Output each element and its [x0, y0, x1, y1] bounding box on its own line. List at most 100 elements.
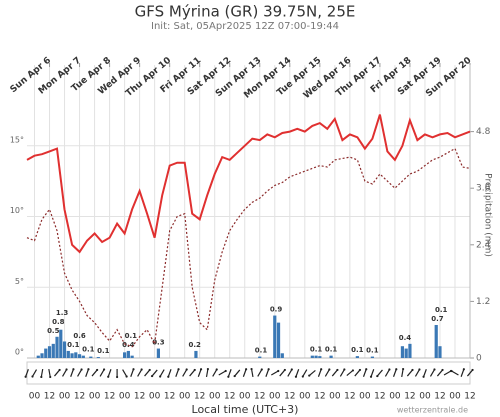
wind-arrow-head [471, 368, 474, 372]
precip-total-label: 0.4 [399, 334, 412, 342]
wind-arrow-head [125, 375, 128, 378]
precip-bar [51, 343, 55, 358]
precip-bar [77, 354, 82, 358]
wind-arrow [287, 369, 293, 377]
wind-arrow [197, 369, 202, 377]
wind-arrow [130, 369, 135, 377]
wind-arrow [25, 369, 29, 377]
wind-arrow [384, 369, 390, 377]
wind-arrow [279, 369, 286, 377]
y-tick-label: 15° [10, 135, 24, 144]
precip-total-label: 0.7 [431, 315, 444, 323]
wind-arrow [167, 369, 172, 377]
precip-total-label: 0.1 [255, 347, 268, 355]
precip-total-label: 0.1 [366, 347, 379, 355]
x-tick-label: 12 [134, 392, 145, 402]
wind-arrow-head [328, 368, 331, 371]
precip-bar [318, 356, 322, 358]
wind-arrow-head [343, 368, 346, 371]
wind-arrow [339, 369, 345, 377]
wind-arrow [70, 369, 74, 377]
precip-bar [156, 348, 160, 358]
wind-arrow-head [283, 368, 286, 372]
precip-total-label: 0.1 [125, 332, 138, 340]
wind-arrow-head [418, 368, 421, 371]
wind-arrow [406, 369, 413, 377]
y-tick-label: 10° [10, 206, 24, 215]
wind-arrow [99, 369, 105, 377]
wind-arrow-head [215, 368, 218, 371]
wind-arrow [205, 368, 209, 378]
wind-strip [26, 361, 471, 385]
x-tick-label: 00 [149, 392, 161, 402]
precip-bar [130, 355, 134, 358]
precip-bar [329, 355, 333, 358]
wind-arrow-head [301, 375, 304, 378]
wind-arrow [376, 369, 383, 377]
x-tick-label: 00 [89, 392, 101, 402]
wind-arrow-head [140, 368, 143, 371]
wind-arrow [182, 369, 188, 377]
precip-bar [126, 350, 130, 358]
precip-bar [96, 357, 100, 358]
precip-bar [404, 348, 408, 358]
wind-arrow-head [267, 368, 270, 371]
x-tick-label: 12 [254, 392, 265, 402]
wind-arrow [218, 370, 226, 376]
wind-arrow [54, 369, 61, 377]
wind-arrow [271, 370, 279, 376]
precip-bar [408, 343, 412, 358]
wind-arrow-head [40, 375, 43, 379]
wind-arrow-head [167, 375, 170, 378]
wind-arrow [423, 369, 427, 377]
wind-arrow-head [320, 368, 323, 371]
y2-tick-label: 3.6 [476, 184, 491, 194]
wind-arrow [265, 369, 270, 377]
precip-total-label: 1.3 [56, 309, 69, 317]
wind-arrow [295, 369, 300, 377]
precip-bar [36, 355, 40, 358]
x-tick-label: 00 [329, 392, 341, 402]
x-tick-label: 12 [164, 392, 175, 402]
wind-arrow [137, 369, 143, 377]
precip-bar [258, 356, 262, 358]
precip-bar [55, 336, 59, 358]
wind-arrow [429, 369, 435, 377]
wind-arrow-head [49, 375, 52, 379]
wind-arrow-head [87, 368, 90, 371]
wind-arrow [234, 369, 241, 377]
wind-arrow [144, 369, 151, 377]
wind-arrow-head [411, 368, 414, 372]
wind-arrow-head [233, 374, 236, 378]
wind-arrow-head [80, 368, 83, 371]
x-tick-label: 00 [389, 392, 401, 402]
x-tick-label: 00 [419, 392, 431, 402]
y2-axis-title: Precipitation (mm) [483, 173, 493, 257]
wind-arrow-head [65, 368, 68, 371]
wind-arrow-head [422, 375, 425, 378]
y2-tick-label: 2.4 [476, 240, 491, 250]
precip-bar [74, 352, 78, 358]
wind-arrow [189, 369, 196, 377]
precip-total-label: 0.6 [73, 332, 86, 340]
wind-arrow-head [159, 375, 162, 378]
wind-arrow-head [376, 374, 379, 378]
series-line [26, 147, 471, 348]
wind-arrow [212, 369, 218, 377]
precip-bar [280, 353, 284, 358]
wind-arrow-head [206, 367, 209, 371]
wind-arrow [175, 369, 180, 377]
precip-bar [314, 355, 318, 358]
precip-total-label: 0.1 [310, 346, 323, 354]
precip-bar [70, 353, 74, 358]
precip-total-label: 0.5 [47, 327, 60, 335]
wind-arrow [308, 369, 316, 377]
x-tick-label: 12 [224, 392, 235, 402]
wind-arrow-head [277, 369, 280, 373]
y2-tick-label: 4.8 [476, 127, 491, 137]
precip-bar [276, 322, 281, 358]
wind-arrow-head [365, 368, 368, 371]
precip-bar [59, 329, 63, 358]
x-tick-label: 00 [59, 392, 71, 402]
wind-arrow-head [24, 375, 27, 378]
